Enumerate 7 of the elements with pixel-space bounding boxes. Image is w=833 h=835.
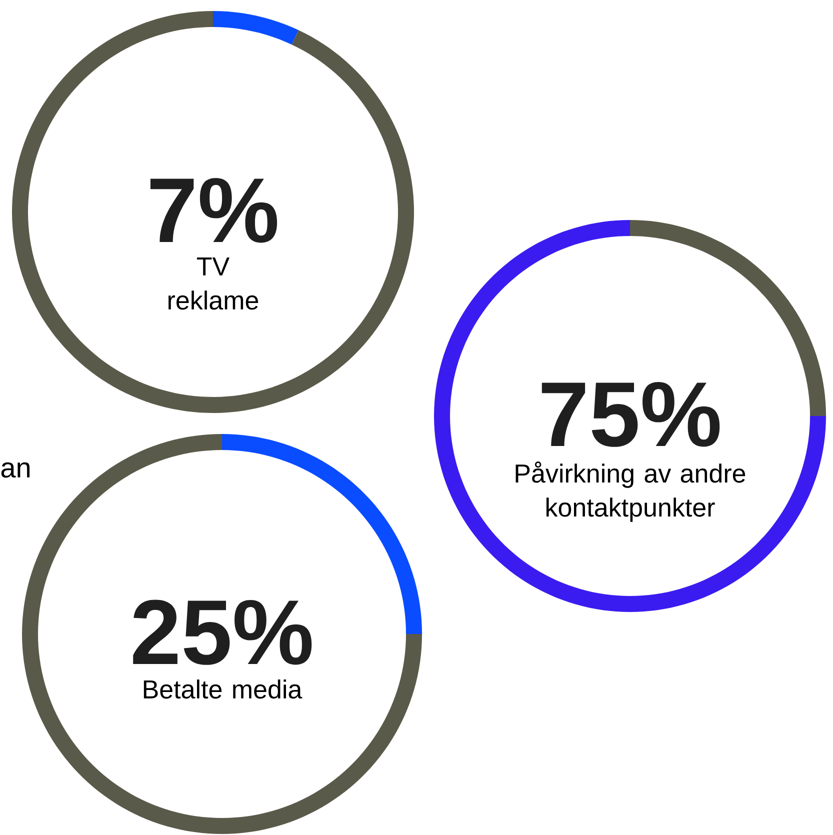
text: an xyxy=(1,462,30,478)
data-label: 75% xyxy=(542,382,720,447)
data-label: 25% xyxy=(133,600,312,665)
data-label: 7% xyxy=(150,178,278,243)
slice-label: Betalte media xyxy=(144,680,302,699)
slice-label: Påvirkning av andre kontaktpunkter xyxy=(516,462,746,522)
slice-label: TV reklame xyxy=(168,258,258,310)
